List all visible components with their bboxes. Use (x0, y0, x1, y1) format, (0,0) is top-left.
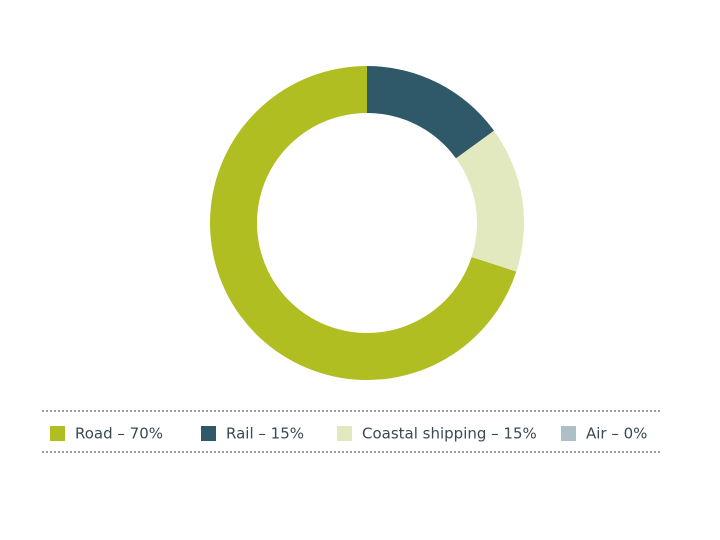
legend-label: Coastal shipping – 15% (362, 425, 537, 443)
legend-label: Road – 70% (75, 425, 163, 443)
legend-swatch (561, 426, 576, 441)
legend-swatch (201, 426, 216, 441)
donut-slice (455, 130, 524, 272)
legend-label: Rail – 15% (226, 425, 304, 443)
legend-swatch (337, 426, 352, 441)
legend-label: Air – 0% (586, 425, 647, 443)
legend-swatch (50, 426, 65, 441)
donut-slice (367, 66, 495, 159)
donut-slice (210, 66, 517, 380)
